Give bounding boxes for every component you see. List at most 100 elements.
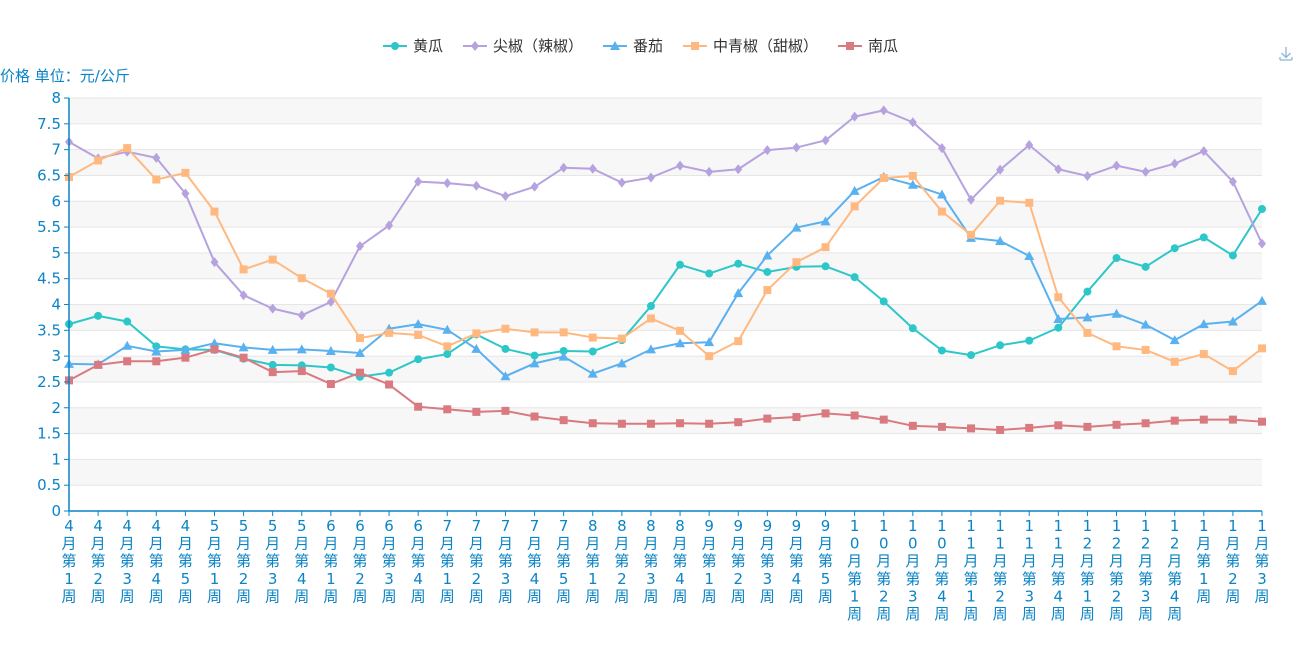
data-point	[559, 328, 568, 337]
data-point	[763, 286, 772, 295]
data-point	[443, 405, 452, 414]
data-point	[152, 357, 161, 366]
legend-item[interactable]: 黄瓜	[383, 37, 443, 55]
x-tick-label: 1 1 月第 4 周	[1051, 517, 1066, 623]
y-tick-label: 7	[51, 141, 61, 159]
data-point	[1228, 176, 1237, 187]
x-tick-label: 8 月第 1 周	[585, 517, 600, 605]
y-tick-label: 2.5	[37, 373, 61, 391]
data-point	[152, 342, 161, 351]
x-tick-label: 9 月第 4 周	[789, 517, 804, 605]
x-tick-label: 6 月第 2 周	[352, 517, 367, 605]
legend-item[interactable]: 南瓜	[838, 37, 898, 55]
plot-band	[69, 433, 1262, 460]
x-tick-label: 4 月第 4 周	[149, 517, 164, 605]
data-point	[1054, 164, 1063, 175]
data-point	[617, 177, 626, 188]
data-point	[792, 142, 801, 153]
data-point	[734, 337, 743, 346]
y-tick-label: 7.5	[37, 115, 61, 133]
data-point	[587, 368, 598, 378]
data-point	[676, 419, 685, 428]
data-point	[908, 421, 917, 430]
series-group	[64, 171, 1267, 381]
x-tick-label: 8 月第 2 周	[614, 517, 629, 605]
data-point	[355, 334, 364, 343]
data-point	[210, 207, 219, 216]
data-point	[414, 402, 423, 411]
x-tick-label: 1 0 月第 1 周	[847, 517, 862, 623]
x-tick-label: 7 月第 3 周	[498, 517, 513, 605]
data-point	[705, 269, 714, 278]
data-point	[646, 314, 655, 323]
data-point	[1025, 336, 1034, 345]
data-point	[734, 259, 743, 268]
data-point	[937, 422, 946, 431]
data-point	[763, 414, 772, 423]
data-point	[616, 358, 627, 368]
data-point	[734, 164, 743, 175]
data-point	[850, 202, 859, 211]
x-tick-label: 1 0 月第 2 周	[876, 517, 891, 623]
x-tick-label: 6 月第 3 周	[382, 517, 397, 605]
data-point	[1025, 423, 1034, 432]
data-point	[676, 260, 685, 269]
legend[interactable]: 黄瓜 尖椒（辣椒） 番茄 中青椒（甜椒） 南瓜	[383, 37, 898, 55]
series-line	[68, 147, 1263, 373]
data-point	[1112, 254, 1121, 263]
data-point	[704, 337, 715, 347]
legend-swatch-marker	[610, 41, 620, 50]
legend-item[interactable]: 中青椒（甜椒）	[683, 37, 818, 55]
data-point	[821, 262, 830, 271]
data-point	[849, 185, 860, 195]
data-point	[501, 344, 510, 353]
data-point	[1054, 323, 1063, 332]
data-point	[937, 143, 946, 154]
legend-item[interactable]: 尖椒（辣椒）	[463, 37, 583, 55]
x-tick-label: 9 月第 1 周	[702, 517, 717, 605]
data-point	[385, 368, 394, 377]
plot-band	[69, 485, 1262, 511]
data-point	[821, 409, 830, 418]
x-tick-label: 1 月第 1 周	[1196, 517, 1211, 605]
data-point	[908, 117, 917, 128]
x-tick-label: 4 月第 2 周	[91, 517, 106, 605]
data-point	[414, 176, 423, 187]
data-point	[501, 324, 510, 333]
legend-swatch-marker	[846, 42, 854, 50]
data-point	[355, 241, 364, 252]
data-point	[354, 348, 365, 358]
data-point	[559, 162, 568, 173]
data-point	[152, 152, 161, 163]
data-point	[471, 343, 482, 353]
series-layer	[64, 105, 1267, 434]
data-point	[879, 105, 888, 116]
data-point	[559, 346, 568, 355]
series-group	[65, 144, 1266, 376]
data-point	[967, 230, 976, 239]
x-tick-label: 9 月第 3 周	[760, 517, 775, 605]
y-tick-label: 3	[51, 347, 61, 365]
data-point	[297, 274, 306, 283]
data-point	[1258, 417, 1266, 426]
plot-band	[69, 381, 1262, 408]
data-point	[268, 368, 277, 377]
download-icon[interactable]	[1279, 47, 1293, 61]
data-point	[1111, 308, 1122, 318]
data-point	[355, 368, 364, 377]
x-tick-label: 1 0 月第 4 周	[934, 517, 949, 623]
data-point	[996, 425, 1005, 434]
data-point	[821, 243, 830, 252]
data-point	[937, 207, 946, 216]
data-point	[529, 358, 540, 368]
data-point	[472, 180, 481, 191]
series-line	[68, 109, 1263, 317]
data-point	[646, 172, 655, 183]
data-point	[879, 174, 888, 183]
legend-item[interactable]: 番茄	[603, 37, 663, 55]
data-point	[1053, 313, 1064, 323]
data-point	[937, 346, 946, 355]
y-axis: 0 0.5 1 1.5 2 2.5 3 3.5 4 4.5 5 5.5 6 6.5 7 7.5 8	[37, 89, 70, 520]
data-point	[676, 326, 685, 335]
data-point	[996, 164, 1005, 175]
